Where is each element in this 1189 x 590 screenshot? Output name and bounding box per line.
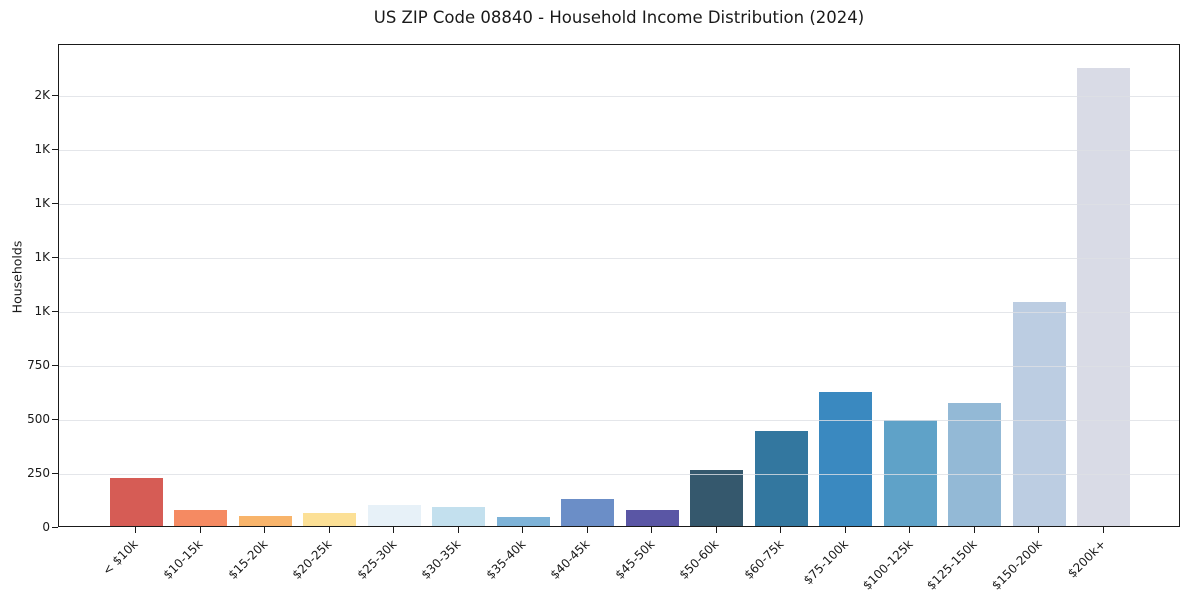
x-tick-mark — [715, 527, 717, 533]
x-tick-mark — [844, 527, 846, 533]
plot-area — [58, 44, 1180, 527]
x-tick-label: $25-30k — [354, 537, 400, 582]
x-tick-label: $150-200k — [988, 537, 1045, 590]
x-tick-mark — [199, 527, 201, 533]
x-tick-mark — [1102, 527, 1104, 533]
y-tick-mark — [52, 202, 58, 204]
bar — [1077, 68, 1131, 526]
x-tick-label: $40-45k — [547, 537, 593, 582]
x-tick-mark — [651, 527, 653, 533]
y-tick-label: 1K — [34, 303, 50, 318]
bar — [819, 392, 873, 526]
x-tick-label: $10-15k — [160, 537, 206, 582]
x-tick-label: $20-25k — [289, 537, 335, 582]
x-tick-mark — [393, 527, 395, 533]
x-tick-label: $45-50k — [612, 537, 658, 582]
x-tick-mark — [457, 527, 459, 533]
x-tick-label: $30-35k — [418, 537, 464, 582]
bar — [754, 430, 808, 526]
x-tick-mark — [909, 527, 911, 533]
y-tick-label: 250 — [27, 465, 50, 480]
y-tick-mark — [52, 418, 58, 420]
x-tick-label: $75-100k — [800, 537, 851, 588]
y-tick-label: 750 — [27, 357, 50, 372]
x-tick-label: $50-60k — [676, 537, 722, 582]
x-tick-label: $35-40k — [483, 537, 529, 582]
y-tick-mark — [52, 364, 58, 366]
bars-layer — [59, 45, 1179, 526]
x-tick-mark — [264, 527, 266, 533]
bar — [303, 512, 357, 526]
x-tick-mark — [973, 527, 975, 533]
y-tick-mark — [52, 94, 58, 96]
y-tick-label: 1K — [34, 249, 50, 264]
bar — [432, 507, 486, 526]
x-tick-mark — [586, 527, 588, 533]
x-tick-mark — [780, 527, 782, 533]
bar — [367, 505, 421, 526]
x-tick-label: $100-125k — [859, 537, 916, 590]
x-tick-label: $125-150k — [924, 537, 980, 590]
bar — [561, 499, 615, 526]
y-tick-mark — [52, 472, 58, 474]
y-tick-mark — [52, 256, 58, 258]
x-tick-label: $15-20k — [225, 537, 270, 582]
y-tick-mark — [52, 148, 58, 150]
y-tick-label: 1K — [34, 141, 50, 156]
y-tick-mark — [52, 527, 58, 528]
x-tick-mark — [1038, 527, 1040, 533]
bar — [174, 509, 228, 526]
chart-title: US ZIP Code 08840 - Household Income Dis… — [373, 8, 865, 27]
bar — [625, 509, 679, 526]
y-tick-label: 2K — [34, 87, 50, 102]
bar — [238, 516, 292, 526]
x-tick-mark — [135, 527, 136, 533]
bar — [496, 516, 550, 526]
bar — [690, 469, 744, 526]
x-tick-label: < $10k — [100, 537, 141, 578]
x-tick-label: $60-75k — [741, 537, 787, 582]
y-tick-mark — [52, 310, 58, 312]
bar — [109, 478, 163, 526]
bar — [883, 420, 937, 526]
bar — [1012, 302, 1066, 526]
x-tick-mark — [328, 527, 330, 533]
x-tick-mark — [522, 527, 524, 533]
x-tick-label: $200k+ — [1065, 537, 1109, 581]
y-tick-label: 500 — [27, 411, 50, 426]
y-tick-label: 0 — [42, 520, 50, 534]
bar — [948, 402, 1002, 526]
y-tick-label: 1K — [34, 195, 50, 210]
